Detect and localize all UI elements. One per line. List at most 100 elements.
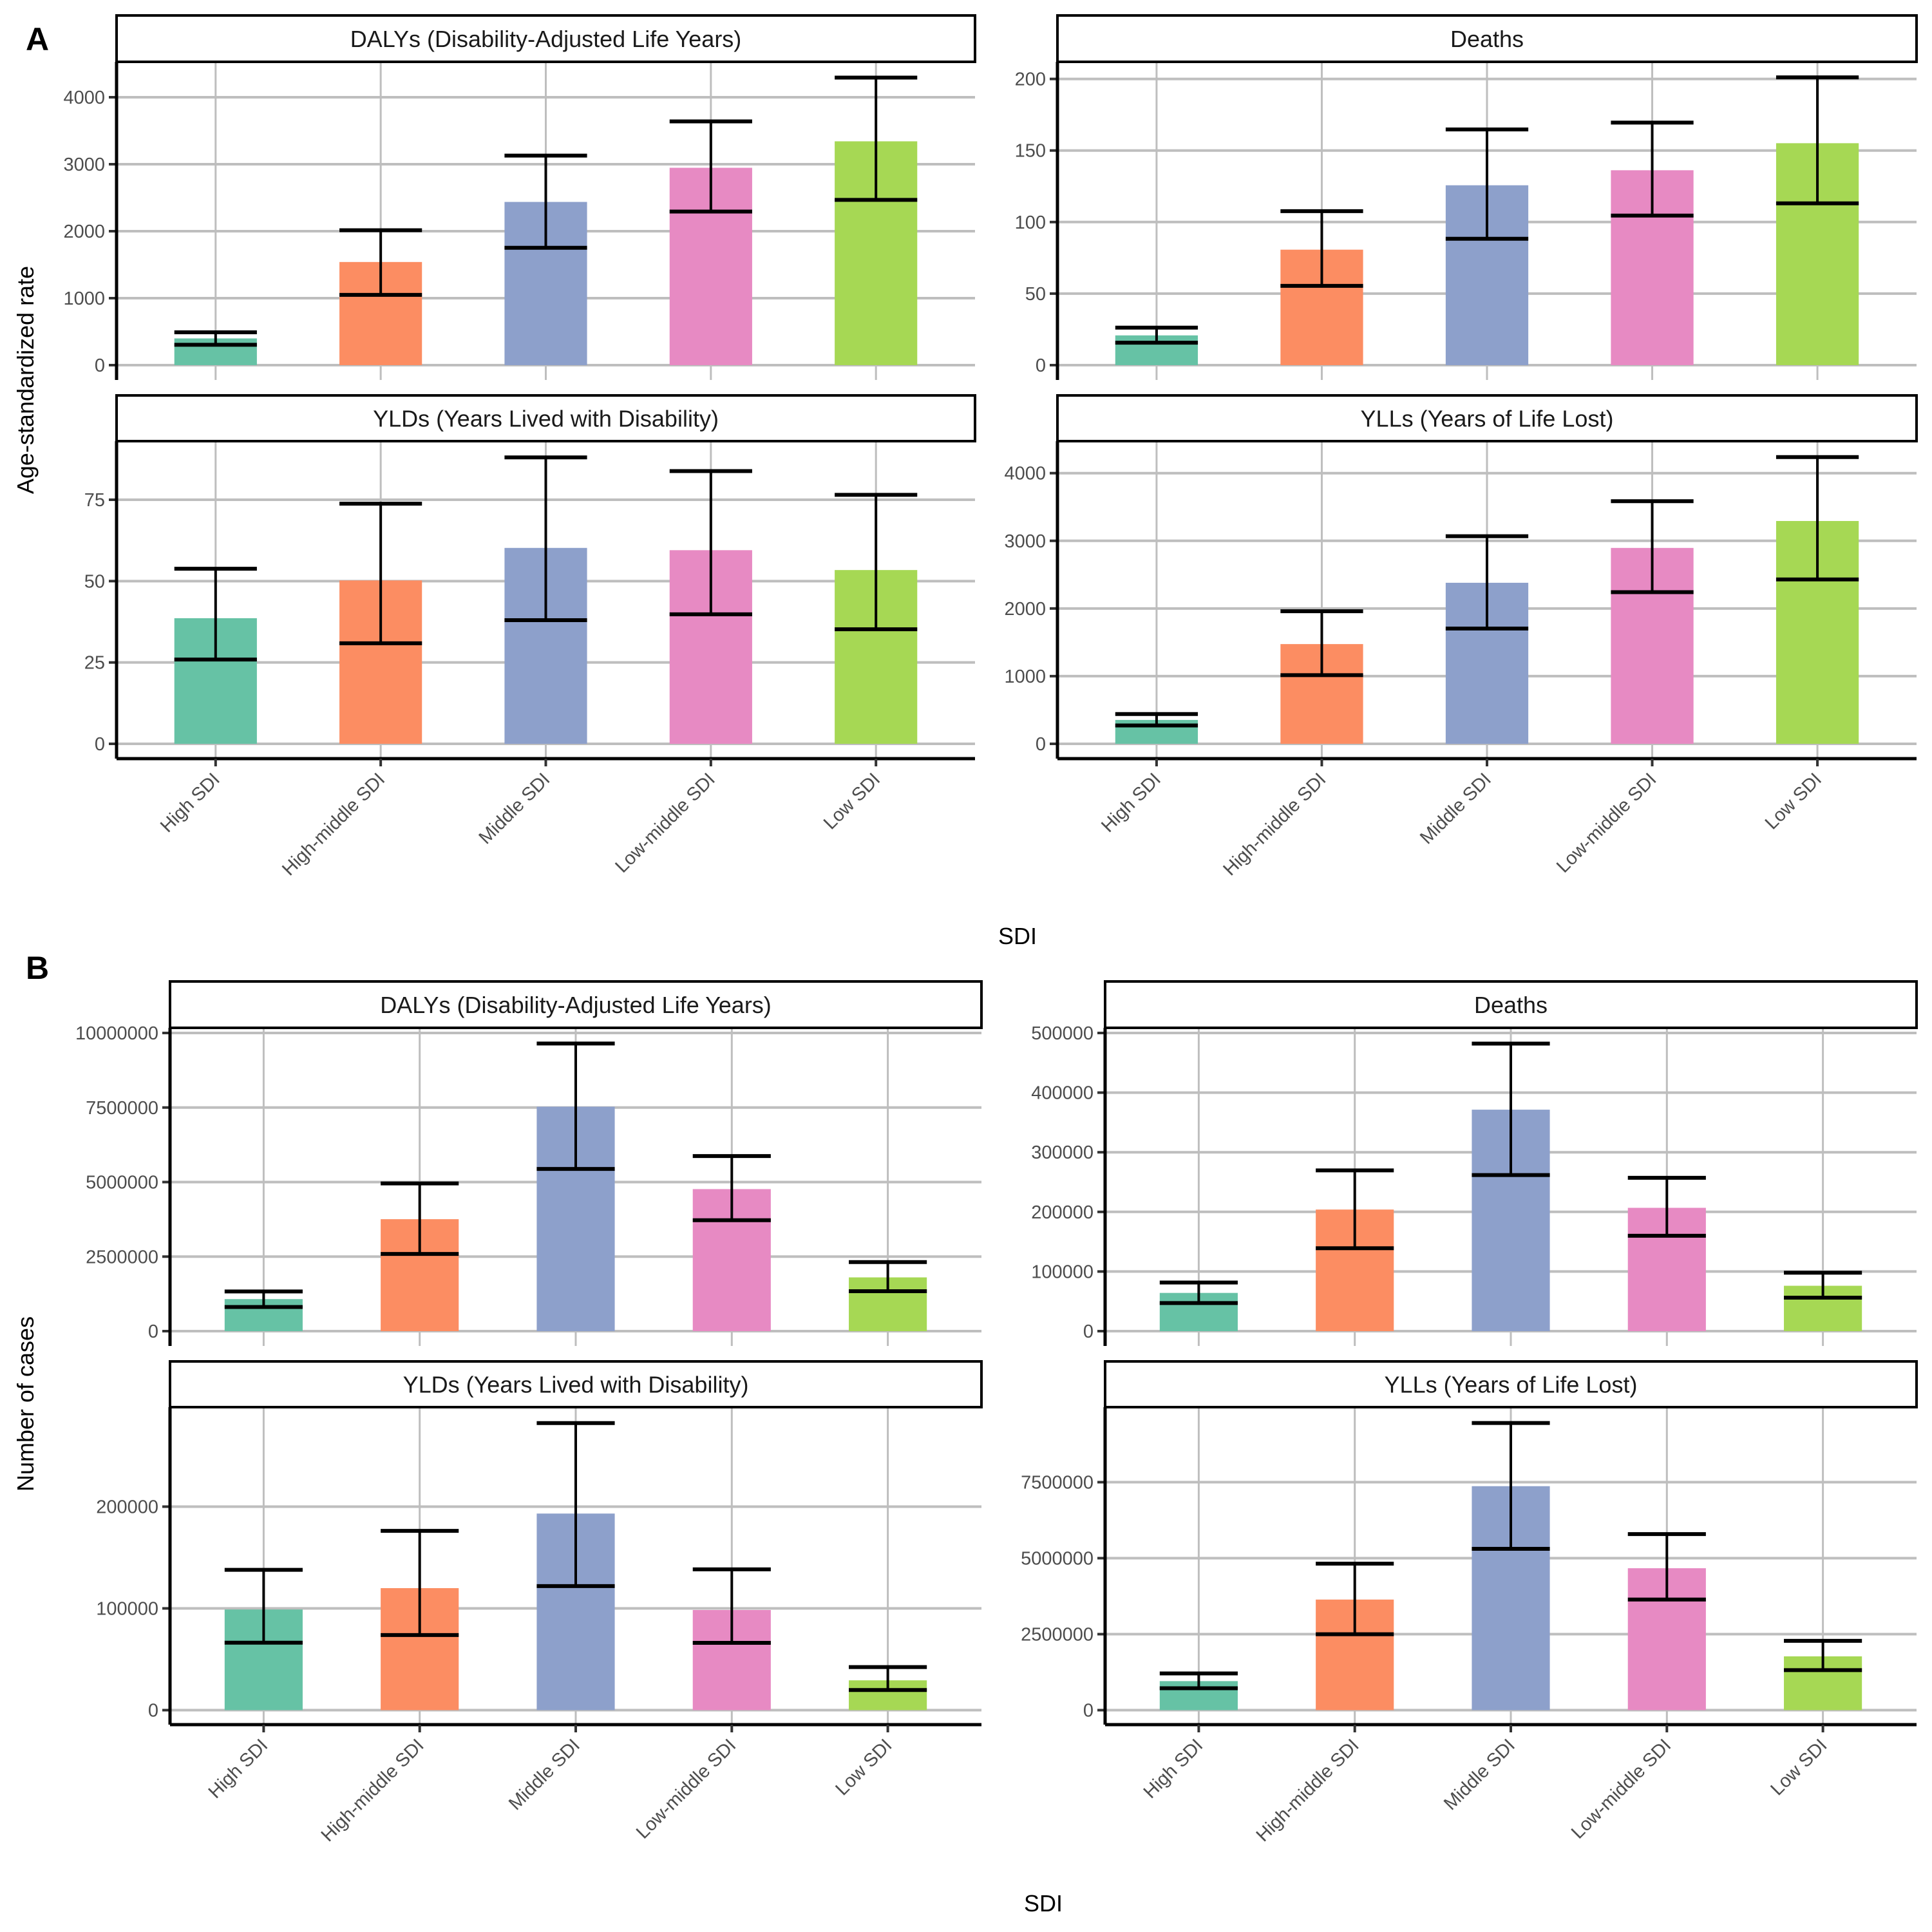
error-bar-middle-sdi <box>536 1041 615 1171</box>
error-bar-high-middle-sdi <box>1280 609 1363 677</box>
panel-letter-b: B <box>26 950 49 986</box>
error-bar-low-sdi <box>1776 455 1859 582</box>
error-bar-high-middle-sdi <box>339 502 422 645</box>
error-bar-high-sdi <box>224 1567 303 1645</box>
error-bar-low-middle-sdi <box>1611 120 1694 218</box>
facet-strip <box>115 394 976 442</box>
x-tick-label-low-middle-sdi: Low-middle SDI <box>1553 769 1660 876</box>
error-bar-high-sdi <box>1159 1671 1238 1690</box>
y-tick-label: 0 <box>95 734 105 755</box>
y-tick-label: 3000 <box>1004 531 1046 552</box>
facet-a-ylls: 0 1000 2000 3000 4000 High SDI High-middle SDI… <box>1004 394 1918 880</box>
facet-title: YLDs (Years Lived with Disability) <box>373 406 719 432</box>
y-tick-label: 2000 <box>63 222 105 242</box>
y-tick-label: 0 <box>148 1701 158 1721</box>
y-axis-title-b: Number of cases <box>12 1316 39 1492</box>
error-bar-high-sdi <box>1159 1280 1238 1305</box>
error-bar-low-sdi <box>1776 75 1859 205</box>
error-bar-high-sdi <box>1115 325 1198 345</box>
y-tick-label: 7500000 <box>86 1098 158 1119</box>
facet-strip <box>1056 394 1918 442</box>
y-tick-label: 7500000 <box>1021 1473 1094 1493</box>
facet-b-ylds: 0 100000 200000 High SDI High-middle SDI Midd… <box>96 1360 983 1846</box>
facet-title: DALYs (Disability-Adjusted Life Years) <box>350 26 742 52</box>
y-tick-label: 0 <box>95 355 105 376</box>
facet-strip <box>1104 980 1918 1029</box>
y-tick-label: 4000 <box>1004 464 1046 484</box>
facet-a-deaths: 0 50 100 150 200 Deaths <box>1015 14 1918 380</box>
error-bar-high-middle-sdi <box>1280 209 1363 288</box>
x-tick-label-low-middle-sdi: Low-middle SDI <box>611 769 719 876</box>
error-bar-high-sdi <box>174 567 257 662</box>
facet-strip <box>169 980 983 1029</box>
error-bar-low-sdi <box>835 75 918 202</box>
facet-strip <box>115 14 976 63</box>
x-tick-label-high-sdi: High SDI <box>156 769 224 837</box>
facet-title: YLDs (Years Lived with Disability) <box>403 1372 749 1398</box>
facet-strip <box>1104 1360 1918 1408</box>
error-bar-low-middle-sdi <box>669 469 752 616</box>
error-bar-high-middle-sdi <box>1316 1168 1394 1251</box>
error-bar-high-middle-sdi <box>381 1181 459 1256</box>
x-tick-label-middle-sdi: Middle SDI <box>475 769 554 848</box>
y-tick-label: 100 <box>1015 213 1046 233</box>
y-tick-label: 100000 <box>1031 1262 1094 1282</box>
facet-title: YLLs (Years of Life Lost) <box>1385 1372 1638 1398</box>
error-bar-middle-sdi <box>504 153 587 250</box>
y-tick-label: 5000000 <box>86 1173 158 1193</box>
facet-strip <box>1056 14 1918 63</box>
facet-title: Deaths <box>1450 26 1524 52</box>
y-tick-label: 300000 <box>1031 1142 1094 1163</box>
error-bar-low-middle-sdi <box>692 1567 771 1645</box>
error-bar-high-middle-sdi <box>381 1529 459 1637</box>
y-tick-label: 50 <box>1025 284 1046 305</box>
error-bar-high-sdi <box>1115 712 1198 728</box>
y-tick-label: 2500000 <box>86 1247 158 1267</box>
x-tick-label-low-middle-sdi: Low-middle SDI <box>632 1735 740 1842</box>
error-bar-low-sdi <box>849 1665 927 1692</box>
y-tick-label: 0 <box>148 1321 158 1342</box>
y-tick-label: 3000 <box>63 155 105 175</box>
y-tick-label: 0 <box>1083 1701 1094 1721</box>
x-tick-label-high-sdi: High SDI <box>1140 1735 1208 1803</box>
error-bar-high-sdi <box>174 330 257 347</box>
error-bar-low-middle-sdi <box>1627 1175 1706 1238</box>
y-tick-label: 200000 <box>1031 1202 1094 1223</box>
error-bar-low-middle-sdi <box>1611 499 1694 594</box>
x-tick-label-middle-sdi: Middle SDI <box>505 1735 584 1814</box>
y-tick-label: 150 <box>1015 141 1046 162</box>
error-bar-low-sdi <box>1784 1638 1862 1672</box>
error-bar-high-middle-sdi <box>339 228 422 297</box>
x-tick-label-low-sdi: Low SDI <box>1766 1735 1831 1799</box>
error-bar-high-sdi <box>224 1289 303 1309</box>
error-bar-high-middle-sdi <box>1316 1561 1394 1636</box>
y-tick-label: 5000000 <box>1021 1549 1094 1569</box>
x-tick-label-high-middle-sdi: High-middle SDI <box>317 1735 428 1846</box>
error-bar-middle-sdi <box>1445 534 1529 631</box>
facet-a-ylds: 0 25 50 75 High SDI High-middle SDI Middle SDI… <box>84 394 976 880</box>
y-tick-label: 200 <box>1015 70 1046 90</box>
error-bar-low-middle-sdi <box>669 119 752 214</box>
facet-title: Deaths <box>1474 992 1548 1018</box>
y-tick-label: 100000 <box>96 1599 158 1620</box>
error-bar-middle-sdi <box>1445 128 1529 241</box>
error-bar-middle-sdi <box>1472 1041 1550 1177</box>
y-tick-label: 1000 <box>1004 667 1046 687</box>
error-bar-low-sdi <box>1784 1271 1862 1300</box>
y-tick-label: 0 <box>1036 734 1046 755</box>
facet-b-ylls: 0 2500000 5000000 7500000 High SDI High-middl… <box>1021 1360 1918 1846</box>
x-tick-label-high-middle-sdi: High-middle SDI <box>1219 769 1330 880</box>
y-axis-title-a: Age-standardized rate <box>12 266 39 494</box>
y-tick-label: 0 <box>1036 355 1046 376</box>
y-tick-label: 400000 <box>1031 1083 1094 1104</box>
error-bar-low-middle-sdi <box>692 1154 771 1222</box>
y-tick-label: 50 <box>84 571 105 592</box>
y-tick-label: 75 <box>84 490 105 511</box>
error-bar-low-sdi <box>849 1260 927 1293</box>
error-bar-low-sdi <box>835 493 918 632</box>
y-tick-label: 2500000 <box>1021 1625 1094 1645</box>
error-bar-middle-sdi <box>504 455 587 622</box>
y-tick-label: 10000000 <box>75 1023 158 1044</box>
